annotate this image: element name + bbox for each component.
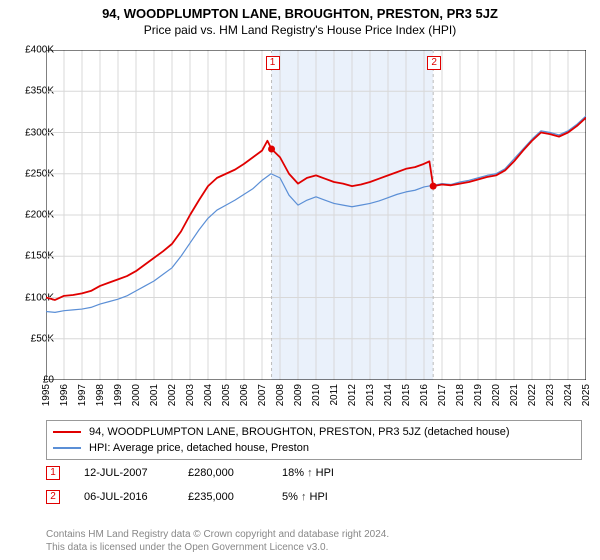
legend-swatch-2 (53, 447, 81, 449)
chart-sale-marker: 2 (427, 56, 441, 70)
x-axis-label: 2014 (383, 384, 394, 406)
x-axis-label: 2020 (491, 384, 502, 406)
x-axis-label: 2005 (221, 384, 232, 406)
legend-label: HPI: Average price, detached house, Pres… (89, 440, 309, 456)
x-axis-label: 2016 (419, 384, 430, 406)
sale-marker-1: 1 (46, 466, 60, 480)
x-axis-label: 2007 (257, 384, 268, 406)
x-axis-label: 2024 (563, 384, 574, 406)
x-axis-label: 2006 (239, 384, 250, 406)
x-axis-label: 2000 (131, 384, 142, 406)
chart-sale-marker: 1 (266, 56, 280, 70)
sale-row: 1 12-JUL-2007 £280,000 18% ↑ HPI (46, 466, 334, 480)
x-axis-label: 2009 (293, 384, 304, 406)
sale-pct: 5% ↑ HPI (282, 491, 328, 503)
x-axis-label: 2025 (581, 384, 592, 406)
x-axis-label: 2010 (311, 384, 322, 406)
chart-container: 94, WOODPLUMPTON LANE, BROUGHTON, PRESTO… (0, 0, 600, 560)
sale-date: 12-JUL-2007 (84, 467, 164, 479)
plot-area: 12 (46, 50, 586, 380)
footer-attribution: Contains HM Land Registry data © Crown c… (46, 528, 389, 554)
x-axis-label: 2013 (365, 384, 376, 406)
x-axis-label: 2019 (473, 384, 484, 406)
arrow-up-icon: ↑ (301, 491, 307, 503)
footer-line: Contains HM Land Registry data © Crown c… (46, 528, 389, 541)
sale-pct: 18% ↑ HPI (282, 467, 334, 479)
x-axis-label: 2002 (167, 384, 178, 406)
arrow-up-icon: ↑ (307, 467, 313, 479)
x-axis-label: 2023 (545, 384, 556, 406)
x-axis-label: 2008 (275, 384, 286, 406)
plot-svg (46, 50, 586, 380)
x-axis-label: 2011 (329, 384, 340, 406)
x-axis-label: 1998 (95, 384, 106, 406)
x-axis-label: 1996 (59, 384, 70, 406)
sale-marker-2: 2 (46, 490, 60, 504)
chart-title: 94, WOODPLUMPTON LANE, BROUGHTON, PRESTO… (0, 0, 600, 21)
legend-swatch-1 (53, 431, 81, 433)
sale-row: 2 06-JUL-2016 £235,000 5% ↑ HPI (46, 490, 328, 504)
chart-subtitle: Price paid vs. HM Land Registry's House … (0, 21, 600, 43)
footer-line: This data is licensed under the Open Gov… (46, 541, 389, 554)
legend-row: HPI: Average price, detached house, Pres… (53, 440, 575, 456)
legend-box: 94, WOODPLUMPTON LANE, BROUGHTON, PRESTO… (46, 420, 582, 460)
sale-price: £280,000 (188, 467, 258, 479)
legend-row: 94, WOODPLUMPTON LANE, BROUGHTON, PRESTO… (53, 424, 575, 440)
x-axis-label: 2021 (509, 384, 520, 406)
x-axis-label: 1995 (41, 384, 52, 406)
x-axis-label: 2001 (149, 384, 160, 406)
x-axis-label: 2004 (203, 384, 214, 406)
x-axis-label: 2017 (437, 384, 448, 406)
x-axis-label: 2022 (527, 384, 538, 406)
x-axis-label: 2012 (347, 384, 358, 406)
x-axis-label: 2003 (185, 384, 196, 406)
x-axis-label: 1999 (113, 384, 124, 406)
sale-date: 06-JUL-2016 (84, 491, 164, 503)
x-axis-label: 2018 (455, 384, 466, 406)
sale-price: £235,000 (188, 491, 258, 503)
x-axis-label: 2015 (401, 384, 412, 406)
x-axis-label: 1997 (77, 384, 88, 406)
legend-label: 94, WOODPLUMPTON LANE, BROUGHTON, PRESTO… (89, 424, 510, 440)
